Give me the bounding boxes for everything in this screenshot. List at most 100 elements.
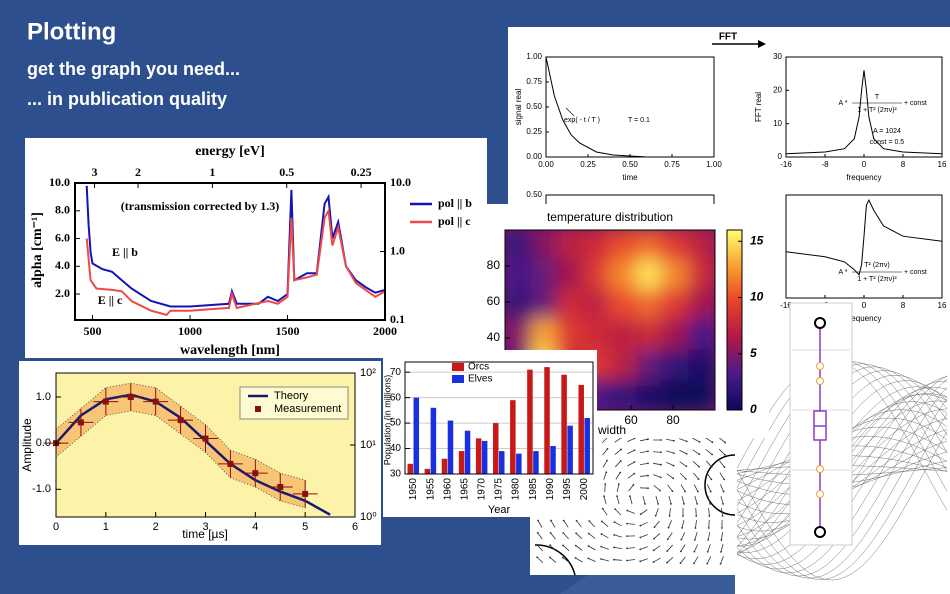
annotation: T² (2πν) (864, 262, 889, 269)
bar (424, 468, 431, 474)
marker (202, 435, 209, 442)
arrow (655, 508, 659, 516)
marker (77, 419, 84, 426)
tick-label: 0.00 (538, 160, 554, 169)
legend-label: Elves (468, 374, 492, 385)
arrow-head (616, 495, 618, 498)
heat-cell (555, 259, 585, 291)
tick-label: 10.0 (390, 175, 411, 189)
arrow-head (672, 477, 675, 480)
arrow-head (671, 490, 674, 493)
arrow-head (629, 495, 631, 498)
annotation: E || b (112, 245, 138, 259)
axis-title: frequency (846, 173, 881, 182)
data-line (85, 185, 386, 308)
arrow-head (758, 40, 766, 48)
arrow-head (680, 538, 683, 541)
tick-label: 1500 (276, 324, 300, 338)
tick-label: 1.00 (706, 160, 722, 169)
annotation: + const (904, 100, 927, 107)
arrow (626, 523, 636, 525)
tick-label: 10⁰ (360, 511, 377, 523)
axis-title: Population (in millions) (382, 375, 392, 466)
arrow (705, 437, 713, 443)
arrow-head (697, 478, 700, 481)
arrow (665, 438, 675, 442)
heat-cell (505, 259, 532, 291)
marker (302, 490, 309, 497)
window (25, 138, 487, 358)
arrow (575, 557, 583, 563)
arrow-head (711, 453, 713, 456)
arrow (536, 556, 544, 564)
arrow (642, 496, 646, 504)
arrow-head (672, 464, 675, 467)
arrow-head (681, 526, 683, 529)
arrow-head (695, 515, 698, 517)
heat-cell (530, 230, 560, 261)
arrow-head (666, 550, 669, 552)
axis-title: Amplitude (20, 418, 34, 472)
extreme (814, 526, 826, 538)
subheadline: get the graph you need... (27, 59, 240, 79)
tick-label: 60 (390, 392, 402, 403)
arrow (575, 545, 583, 551)
arrow (588, 533, 596, 539)
arrow (707, 544, 711, 552)
headline: Plotting (27, 18, 116, 45)
plot-frame (404, 361, 594, 475)
arrow-head (613, 558, 615, 561)
arrow-head (614, 508, 617, 511)
bar (544, 367, 550, 474)
arrow-head (694, 527, 697, 529)
tick-label: 3 (92, 165, 98, 179)
arrow-head (693, 562, 695, 565)
arrow-head (626, 522, 628, 525)
arrow-head (679, 562, 682, 565)
tick-label: 50 (390, 418, 402, 429)
arrow-head (698, 440, 701, 443)
arrow-head (652, 561, 655, 563)
bar (413, 397, 420, 474)
data-line (785, 199, 943, 276)
arrow-head (587, 532, 590, 535)
arrow-head (706, 550, 709, 553)
annotation: 1 + T² (2πν)² (857, 107, 897, 114)
arrow-head (683, 502, 685, 505)
tick-label: 6.0 (55, 230, 70, 244)
arrow-head (574, 557, 577, 559)
arrow (602, 460, 608, 468)
bar (550, 446, 556, 474)
arrow (537, 544, 543, 552)
heat-cell (688, 289, 715, 322)
heat-cell (608, 318, 637, 351)
tick-label: 0.50 (622, 160, 638, 169)
heat-cell (505, 289, 532, 322)
wire (736, 398, 948, 579)
tick-label: 10 (773, 119, 782, 128)
arrow (603, 472, 607, 480)
arrow-head (709, 502, 711, 505)
arrow (627, 461, 635, 467)
marker (227, 460, 234, 467)
tick-label: 2 (135, 165, 141, 179)
arrow (575, 532, 583, 540)
bar (516, 453, 522, 474)
heat-cell (530, 289, 560, 322)
arrow-head (626, 559, 628, 562)
axis-title: FFT real (754, 92, 763, 122)
bar (567, 425, 573, 474)
arrow (640, 509, 648, 515)
arrow (639, 450, 649, 454)
arrow-head (562, 544, 564, 547)
arrow (550, 520, 556, 528)
arrow (679, 449, 687, 455)
x-tick-label: 1970 (477, 478, 488, 501)
arrow (720, 484, 724, 492)
x-tick-label: 1995 (562, 478, 573, 501)
heat-cell (688, 349, 715, 381)
arrow (626, 559, 636, 561)
heat-cell (660, 259, 690, 291)
arrow (589, 520, 595, 528)
arrow-head (613, 546, 615, 549)
